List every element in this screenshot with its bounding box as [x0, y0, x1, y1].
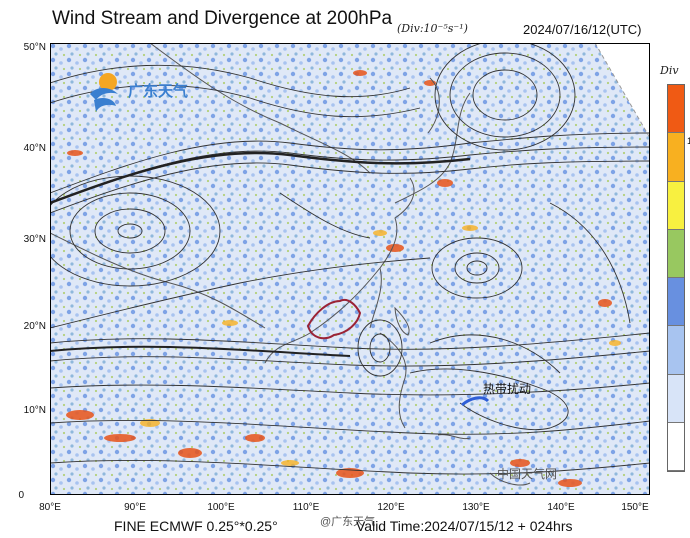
- colorbar-title: Div: [660, 64, 679, 77]
- colorbar-segment: [668, 133, 684, 182]
- x-label-130e: 130°E: [462, 502, 490, 513]
- colorbar: [667, 84, 685, 472]
- watermark-weibo: @广东天气: [320, 516, 376, 528]
- valid-datetime: 2024/07/16/12(UTC): [523, 22, 642, 37]
- divergence-units: (Div:10⁻⁵s⁻¹): [397, 22, 468, 35]
- outside-domain: [595, 43, 650, 138]
- divergence-mid: [140, 225, 621, 466]
- watermark-cma: 中国天气网: [497, 467, 558, 481]
- divergence-hotspots: [66, 70, 612, 487]
- valid-time: Valid Time:2024/07/15/12 + 024hrs: [356, 518, 573, 534]
- y-label-20n: 20°N: [23, 321, 46, 332]
- y-label-10n: 10°N: [23, 405, 46, 416]
- chart-title: Wind Stream and Divergence at 200hPa: [52, 8, 393, 29]
- domain-edge: [594, 43, 650, 139]
- streamline-map: [50, 43, 650, 495]
- model-info: FINE ECMWF 0.25°*0.25°: [114, 518, 278, 534]
- jet-core: [50, 151, 471, 205]
- guangdong-weather-logo: [90, 73, 118, 112]
- colorbar-segment: [668, 181, 684, 230]
- x-label-120e: 120°E: [377, 502, 405, 513]
- colorbar-segment: [668, 229, 684, 278]
- x-label-110e: 110°E: [292, 502, 320, 513]
- x-label-150e: 150°E: [621, 502, 649, 513]
- colorbar-segment: [668, 278, 684, 327]
- y-label-0: 0: [18, 490, 24, 501]
- colorbar-segment: [668, 85, 684, 134]
- colorbar-tick: 1: [687, 136, 690, 146]
- coastlines: [50, 43, 531, 486]
- disturbance-arrow: [461, 396, 490, 407]
- data-domain: [50, 43, 650, 495]
- guangdong-outline: [306, 299, 362, 340]
- x-label-90e: 90°E: [124, 502, 146, 513]
- x-label-80e: 80°E: [39, 502, 61, 513]
- y-label-40n: 40°N: [23, 143, 46, 154]
- tropical-disturbance-label: 热带扰动: [483, 382, 532, 396]
- y-label-30n: 30°N: [23, 234, 46, 245]
- colorbar-segment: [668, 422, 684, 471]
- jet-core-south: [50, 345, 351, 357]
- logo-text: 广东天气: [128, 83, 189, 100]
- colorbar-segment: [668, 326, 684, 375]
- x-label-140e: 140°E: [547, 502, 575, 513]
- colorbar-segment: [668, 374, 684, 423]
- y-label-50n: 50°N: [23, 42, 46, 53]
- x-label-100e: 100°E: [207, 502, 235, 513]
